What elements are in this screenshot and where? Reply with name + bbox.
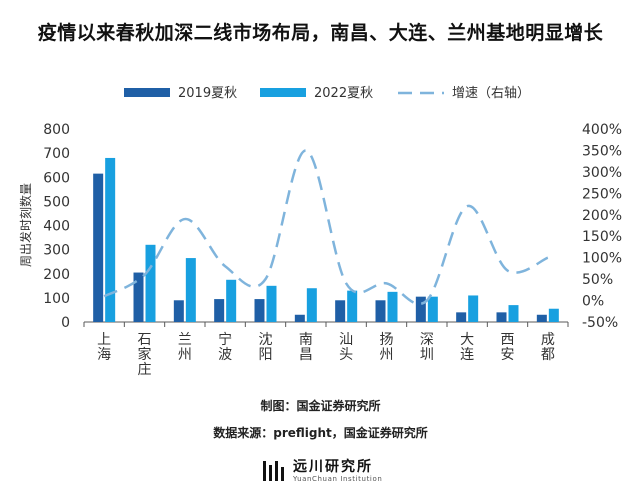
bar-2019 [335,300,346,322]
x-tick-label-char: 州 [380,347,394,363]
x-tick-label-char: 南 [299,332,313,348]
x-tick-label-char: 圳 [420,347,434,363]
y2-tick-label: 400% [582,122,622,138]
bar-2022 [468,295,479,322]
x-tick-label-char: 昌 [299,347,313,363]
bar-2022 [105,157,116,322]
y-axis-title: 周出发时刻数量 [18,183,33,267]
x-tick-label-char: 西 [501,332,515,348]
y-tick-label: 500 [43,194,70,210]
x-tick-label-char: 波 [218,347,232,363]
x-tick-label-char: 成 [541,332,555,348]
x-tick-label-char: 宁 [218,331,232,348]
legend-label-growth: 增速（右轴） [452,86,530,101]
brand-name: 远川研究所 [293,458,373,475]
bar-2022 [306,288,317,322]
y-tick-label: 400 [43,219,70,235]
bar-2019 [536,314,547,322]
x-tick-label-char: 阳 [259,347,273,363]
x-tick-label-char: 庄 [138,361,152,378]
x-tick-label-char: 大 [460,332,474,348]
y-tick-label: 200 [43,267,70,283]
bar-2019 [375,300,386,322]
x-tick-label-char: 石 [138,332,152,348]
data-source-caption: 数据来源：preflight，国金证券研究所 [213,426,428,440]
y2-tick-label: 350% [582,143,622,159]
bar-2022 [347,290,358,322]
y2-tick-label: 300% [582,165,622,181]
bar-2022 [185,258,196,322]
x-tick-label-char: 安 [501,347,515,363]
bar-2022 [427,296,438,322]
bar-2022 [226,279,237,322]
bar-2022 [508,305,519,322]
legend-label-2019: 2019夏秋 [178,86,237,101]
y2-tick-label: 250% [582,186,622,202]
y-tick-label: 300 [43,243,70,259]
bar-2019 [496,312,507,322]
y-tick-label: 700 [43,146,70,162]
x-tick-label-char: 深 [420,332,434,348]
bar-2019 [294,314,305,322]
bar-2019 [456,312,467,322]
growth-line [103,149,549,305]
x-tick-label-char: 连 [460,347,474,363]
x-tick-label-char: 汕 [339,332,353,348]
brand-mark-icon [262,459,286,483]
x-tick-label-char: 兰 [178,332,192,348]
y-tick-label: 800 [43,122,70,138]
x-tick-label-char: 家 [138,346,152,363]
brand-name-en: YuanChuan Institution [293,474,383,483]
x-tick-label-char: 上 [97,332,111,348]
legend-swatch-2019 [124,88,170,97]
chart-maker-caption: 制图：国金证券研究所 [260,399,381,413]
bar-2022 [145,244,156,322]
x-tick-label-char: 海 [97,347,111,363]
y2-tick-label: 100% [582,251,622,267]
chart-title: 疫情以来春秋加深二线市场布局，南昌、大连、兰州基地明显增长 [37,22,604,44]
y2-tick-label: -50% [582,315,618,331]
legend-label-2022: 2022夏秋 [314,86,373,101]
y2-tick-label: 200% [582,208,622,224]
bar-2019 [133,272,144,322]
y-tick-label: 0 [61,315,70,331]
x-tick-label-char: 沈 [259,332,273,348]
bar-2019 [173,300,184,322]
y-tick-label: 100 [43,291,70,307]
y2-tick-label: 50% [582,272,613,288]
x-tick-label-char: 扬 [380,332,394,348]
x-tick-label-char: 州 [178,347,192,363]
bar-2022 [387,291,398,322]
x-tick-label-char: 头 [339,347,353,363]
y-tick-label: 600 [43,170,70,186]
brand-logo: 远川研究所 YuanChuan Institution [262,454,382,488]
bar-2019 [93,173,104,322]
bar-2022 [548,308,559,322]
x-tick-label-char: 都 [541,347,555,363]
bar-2019 [214,299,225,322]
y2-tick-label: 0% [582,294,604,310]
bar-2019 [415,296,426,322]
y2-tick-label: 150% [582,229,622,245]
bar-2022 [266,285,277,322]
legend-swatch-2022 [260,88,306,97]
bar-2019 [254,299,265,322]
